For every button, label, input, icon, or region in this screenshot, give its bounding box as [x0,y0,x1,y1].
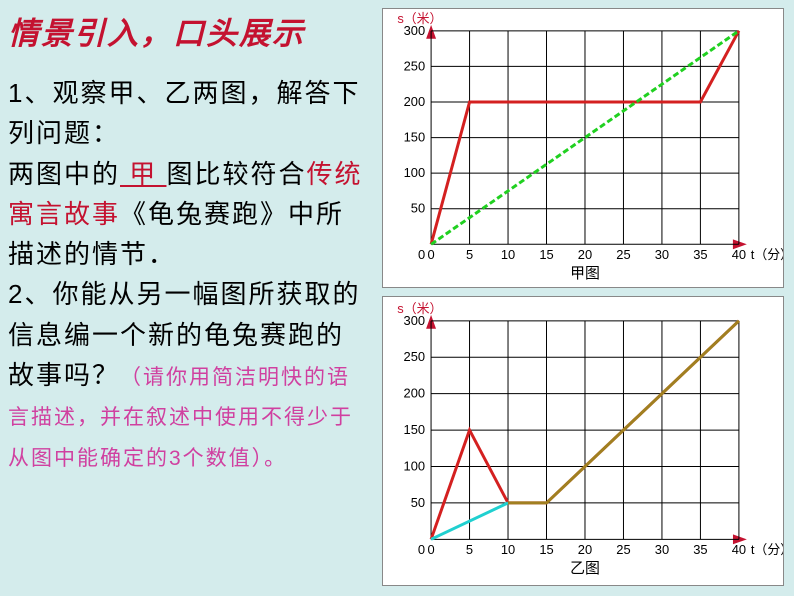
svg-text:0: 0 [428,247,435,262]
chart-top-svg: s（米）0510152025303540501001502002503000t（… [383,9,783,287]
svg-text:25: 25 [616,247,630,262]
svg-text:0: 0 [418,542,425,557]
svg-text:300: 300 [404,313,426,328]
svg-text:15: 15 [539,247,553,262]
svg-text:250: 250 [404,349,426,364]
svg-text:10: 10 [501,247,515,262]
svg-text:150: 150 [404,130,426,145]
chart-bottom-svg: s（米）0510152025303540501001502002503000t（… [383,297,783,585]
chart-bottom: s（米）0510152025303540501001502002503000t（… [382,296,784,586]
svg-text:50: 50 [411,495,425,510]
q1-answer: 甲 [120,159,166,189]
svg-text:250: 250 [404,58,426,73]
svg-text:t（分）: t（分） [751,247,783,262]
q1-part2b: 图比较符合 [166,159,306,189]
svg-text:50: 50 [411,201,425,216]
svg-text:30: 30 [655,542,669,557]
svg-text:35: 35 [693,247,707,262]
svg-text:10: 10 [501,542,515,557]
text-panel: 情景引入，口头展示 1、观察甲、乙两图，解答下列问题： 两图中的 甲 图比较符合… [8,8,368,476]
svg-text:20: 20 [578,542,592,557]
svg-text:25: 25 [616,542,630,557]
svg-text:100: 100 [404,458,426,473]
svg-text:150: 150 [404,422,426,437]
svg-text:0: 0 [427,542,434,557]
svg-text:40: 40 [732,247,746,262]
svg-text:0: 0 [418,247,425,262]
chart-top: s（米）0510152025303540501001502002503000t（… [382,8,784,288]
q1-part1: 1、观察甲、乙两图，解答下列问题： [8,78,360,148]
svg-text:35: 35 [693,542,707,557]
svg-text:乙图: 乙图 [570,561,600,577]
svg-text:200: 200 [404,386,426,401]
section-title: 情景引入，口头展示 [8,8,368,53]
body-text: 1、观察甲、乙两图，解答下列问题： 两图中的 甲 图比较符合传统寓言故事《龟兔赛… [8,73,368,476]
svg-text:甲图: 甲图 [570,266,600,282]
svg-text:20: 20 [578,247,592,262]
svg-text:5: 5 [466,542,473,557]
svg-text:15: 15 [539,542,553,557]
svg-text:40: 40 [732,542,746,557]
svg-text:100: 100 [404,165,426,180]
q1-part2a: 两图中的 [8,159,120,189]
svg-text:300: 300 [404,23,426,38]
svg-text:5: 5 [466,247,473,262]
svg-text:t（分）: t（分） [751,542,783,557]
svg-text:30: 30 [655,247,669,262]
svg-text:200: 200 [404,94,426,109]
